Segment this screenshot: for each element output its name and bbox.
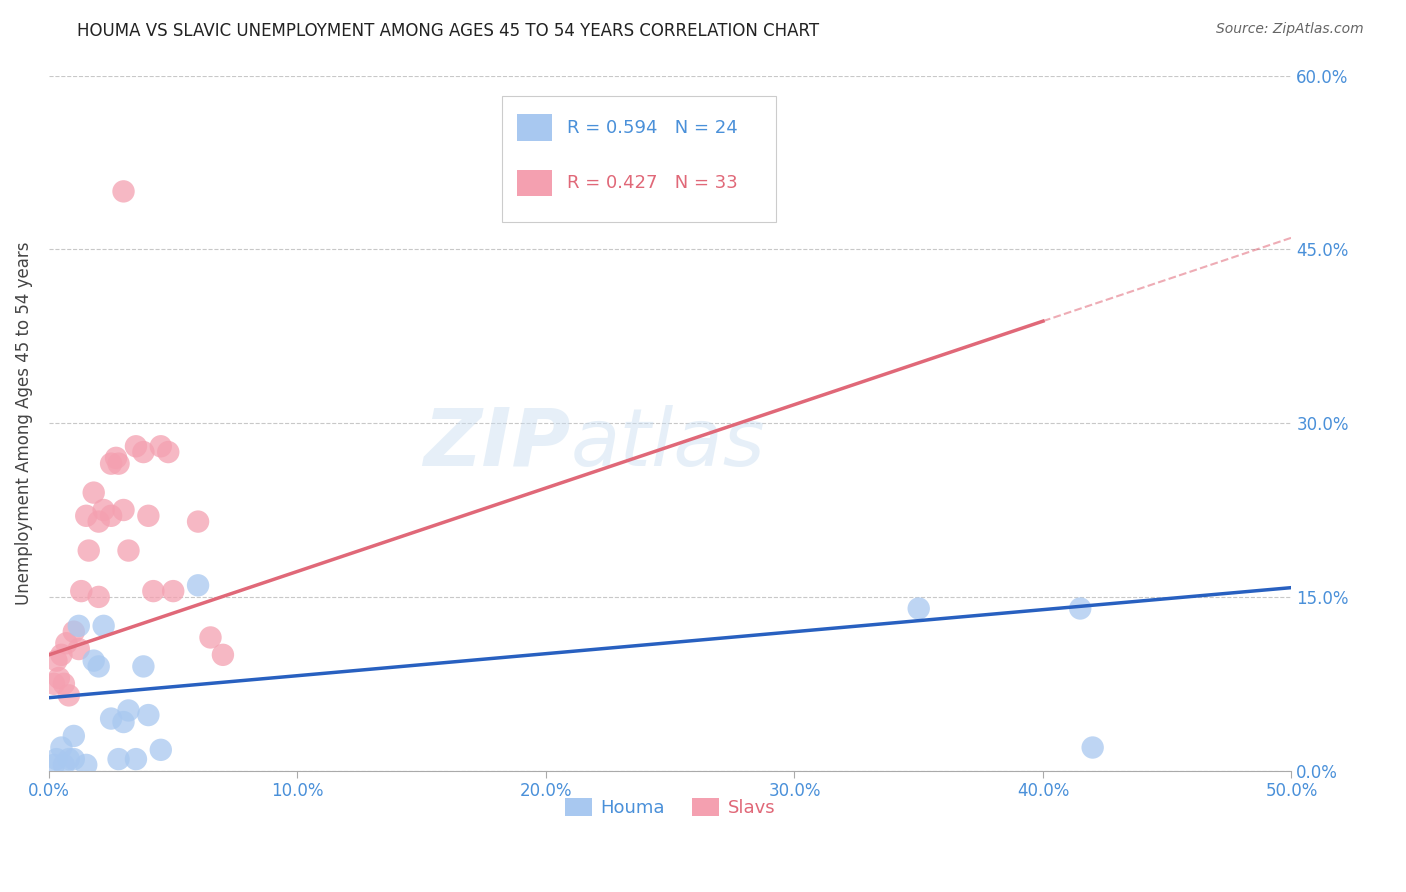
Point — [70, 584, 93, 599]
Point — [100, 712, 122, 726]
Point — [100, 508, 122, 523]
Bar — [517, 114, 553, 141]
Point — [67, 619, 90, 633]
Point — [87, 515, 110, 529]
Point — [75, 508, 97, 523]
Point — [83, 485, 105, 500]
Point — [52, 758, 75, 772]
Text: R = 0.594   N = 24: R = 0.594 N = 24 — [567, 119, 738, 136]
Point — [107, 752, 129, 766]
Point — [105, 450, 128, 465]
Point — [75, 758, 97, 772]
Point — [58, 689, 80, 703]
Point — [63, 624, 86, 639]
Point — [87, 590, 110, 604]
Point — [1081, 740, 1104, 755]
Point — [187, 578, 209, 592]
Point — [51, 740, 73, 755]
Point — [93, 503, 115, 517]
Point — [83, 654, 105, 668]
Point — [132, 445, 155, 459]
Point — [149, 743, 172, 757]
Point — [67, 642, 90, 657]
Point — [45, 752, 67, 766]
Point — [58, 752, 80, 766]
Point — [42, 677, 65, 691]
Point — [112, 185, 135, 199]
Point — [112, 503, 135, 517]
FancyBboxPatch shape — [502, 96, 776, 221]
Point — [51, 648, 73, 662]
Y-axis label: Unemployment Among Ages 45 to 54 years: Unemployment Among Ages 45 to 54 years — [15, 242, 32, 605]
Text: HOUMA VS SLAVIC UNEMPLOYMENT AMONG AGES 45 TO 54 YEARS CORRELATION CHART: HOUMA VS SLAVIC UNEMPLOYMENT AMONG AGES … — [77, 22, 820, 40]
Text: ZIP: ZIP — [423, 405, 571, 483]
Point — [125, 439, 148, 453]
Point — [45, 654, 67, 668]
Point — [200, 631, 222, 645]
Point — [63, 729, 86, 743]
Point — [138, 708, 160, 723]
Point — [138, 508, 160, 523]
Point — [87, 659, 110, 673]
Point — [93, 619, 115, 633]
Point — [1069, 601, 1091, 615]
Point — [107, 457, 129, 471]
Point — [142, 584, 165, 599]
Text: R = 0.427   N = 33: R = 0.427 N = 33 — [567, 174, 738, 193]
Bar — [517, 170, 553, 196]
Point — [149, 439, 172, 453]
Text: Source: ZipAtlas.com: Source: ZipAtlas.com — [1216, 22, 1364, 37]
Point — [117, 703, 139, 717]
Point — [77, 543, 100, 558]
Point — [63, 752, 86, 766]
Point — [907, 601, 929, 615]
Point — [55, 636, 77, 650]
Point — [132, 659, 155, 673]
Point — [42, 758, 65, 772]
Text: atlas: atlas — [571, 405, 765, 483]
Point — [212, 648, 235, 662]
Point — [117, 543, 139, 558]
Point — [48, 671, 70, 685]
Point — [187, 515, 209, 529]
Legend: Houma, Slavs: Houma, Slavs — [557, 790, 783, 824]
Point — [162, 584, 184, 599]
Point — [100, 457, 122, 471]
Point — [52, 677, 75, 691]
Point — [157, 445, 180, 459]
Point — [112, 714, 135, 729]
Point — [125, 752, 148, 766]
